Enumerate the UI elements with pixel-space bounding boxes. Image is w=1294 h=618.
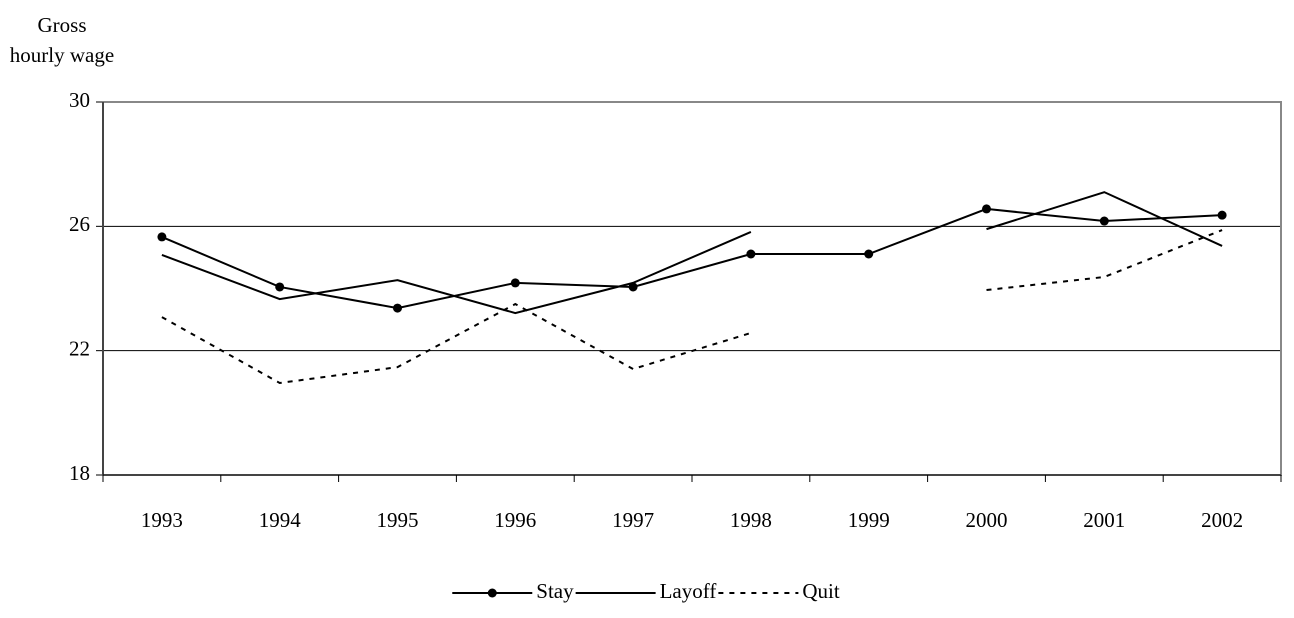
y-tick-label: 22 [69,336,90,360]
x-tick-label: 2000 [966,508,1008,532]
point [1217,210,1227,220]
x-tick-label: 2002 [1201,508,1243,532]
y-tick-label: 26 [69,212,90,236]
point [393,303,402,313]
point [157,232,167,242]
x-tick-label: 1993 [141,508,183,532]
legend-label: Stay [536,579,574,603]
x-tick-label: 2001 [1083,508,1125,532]
y-axis-title: Gross [37,13,86,37]
y-axis-title: hourly wage [10,43,114,67]
x-tick-label: 1995 [377,508,419,532]
legend-label: Quit [802,579,840,603]
legend-marker [487,588,497,598]
point [864,249,874,259]
point [982,204,991,214]
y-tick-label: 30 [69,88,90,112]
series-line [161,229,1223,385]
point [510,278,520,288]
point [275,282,285,292]
x-tick-label: 1996 [494,508,536,532]
x-tick-label: 1998 [730,508,772,532]
y-tick-label: 18 [69,461,90,485]
x-tick-label: 1997 [612,508,654,532]
point [746,249,756,259]
x-tick-label: 1994 [259,508,302,532]
x-tick-label: 1999 [848,508,890,532]
point [1099,216,1109,226]
series-line [161,207,1223,310]
legend-label: Layoff [660,579,717,603]
point [628,282,638,292]
series-line [161,191,1223,315]
